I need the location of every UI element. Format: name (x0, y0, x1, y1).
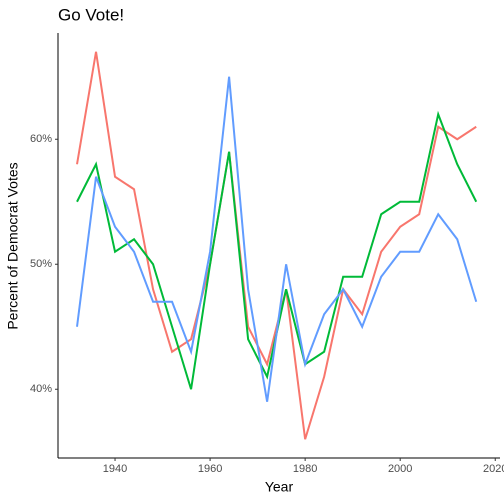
x-axis-title: Year (265, 479, 294, 495)
chart-title: Go Vote! (58, 5, 124, 24)
y-tick-label: 50% (30, 258, 52, 270)
y-axis-title: Percent of Democrat Votes (5, 162, 21, 329)
y-tick-label: 40% (30, 383, 52, 395)
x-tick-label: 1980 (293, 463, 317, 475)
y-tick-label: 60% (30, 133, 52, 145)
x-tick-label: 1960 (198, 463, 222, 475)
series-line (76, 51, 477, 440)
series-line (76, 76, 478, 402)
x-tick-label: 1940 (103, 463, 127, 475)
x-tick-label: 2020 (483, 463, 504, 475)
x-tick-label: 2000 (388, 463, 412, 475)
